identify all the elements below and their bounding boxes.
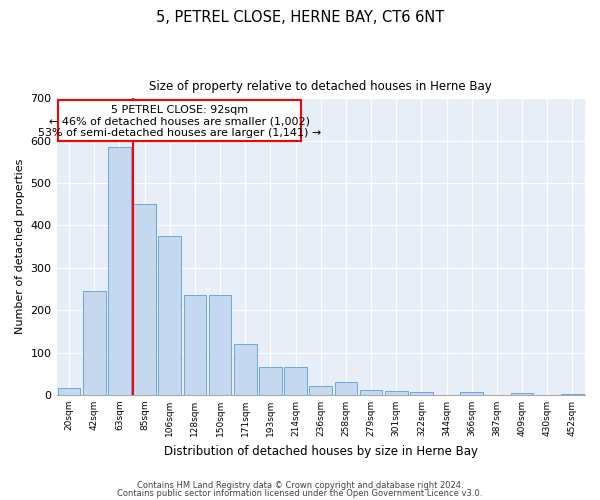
Bar (133, 204, 156, 395)
Text: Contains HM Land Registry data © Crown copyright and database right 2024.: Contains HM Land Registry data © Crown c… (137, 481, 463, 490)
Bar (360, 390, 382, 395)
Bar (460, 392, 483, 395)
Bar (259, 368, 282, 395)
Text: 5 PETREL CLOSE: 92sqm: 5 PETREL CLOSE: 92sqm (110, 105, 248, 115)
X-axis label: Distribution of detached houses by size in Herne Bay: Distribution of detached houses by size … (164, 444, 478, 458)
Bar (209, 296, 232, 395)
Bar (83, 291, 106, 395)
Bar (385, 390, 407, 395)
Bar (58, 100, 301, 140)
Bar (58, 388, 80, 395)
Text: 5, PETREL CLOSE, HERNE BAY, CT6 6NT: 5, PETREL CLOSE, HERNE BAY, CT6 6NT (156, 10, 444, 25)
Bar (184, 296, 206, 395)
Bar (234, 344, 257, 395)
Y-axis label: Number of detached properties: Number of detached properties (15, 159, 25, 334)
Bar (158, 236, 181, 395)
Bar (335, 382, 357, 395)
Text: ← 46% of detached houses are smaller (1,002): ← 46% of detached houses are smaller (1,… (49, 116, 310, 126)
Text: 53% of semi-detached houses are larger (1,141) →: 53% of semi-detached houses are larger (… (38, 128, 321, 138)
Bar (511, 393, 533, 395)
Bar (410, 392, 433, 395)
Bar (561, 394, 584, 395)
Title: Size of property relative to detached houses in Herne Bay: Size of property relative to detached ho… (149, 80, 492, 93)
Text: Contains public sector information licensed under the Open Government Licence v3: Contains public sector information licen… (118, 488, 482, 498)
Bar (284, 368, 307, 395)
Bar (108, 147, 131, 395)
Bar (310, 386, 332, 395)
